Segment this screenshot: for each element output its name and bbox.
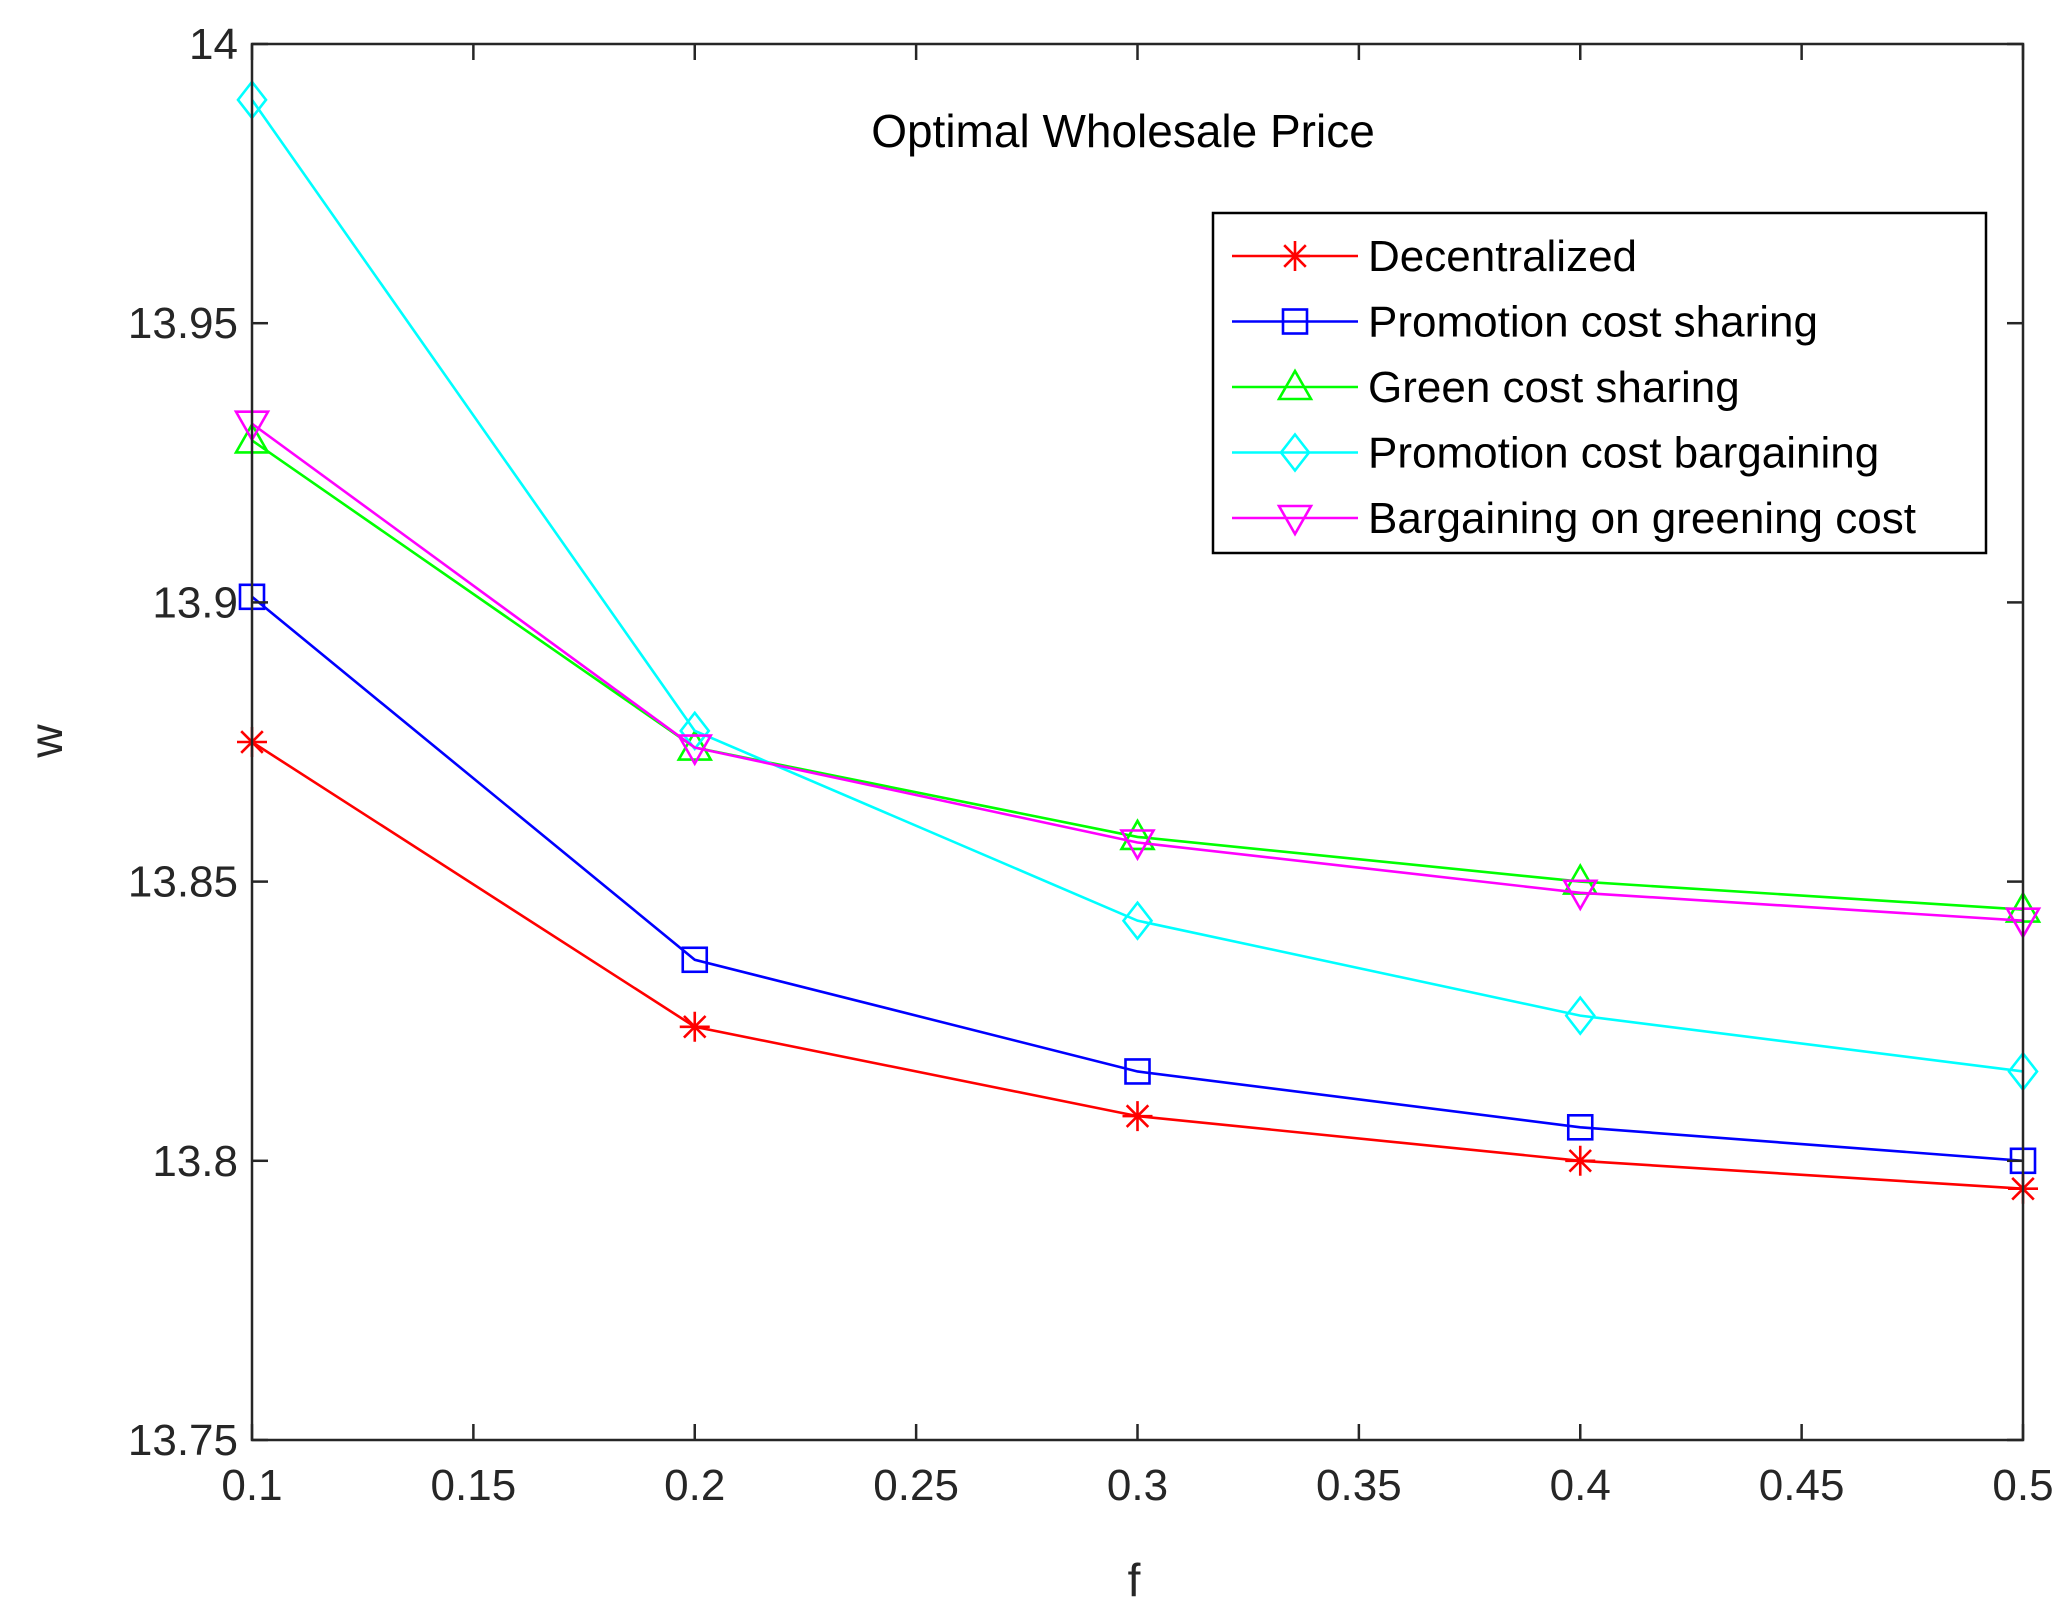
series-line [251,595,2024,1163]
data-point [679,1011,710,1042]
data-point [1122,1101,1153,1132]
series-5 [233,410,2042,940]
y-tick-label: 13.85 [128,858,238,907]
legend-marker [1276,368,1314,401]
legend-label: Promotion cost sharing [1368,298,1818,347]
x-tick-label: 0.2 [664,1461,725,1510]
legend-box [1211,211,1988,555]
data-point [676,728,713,761]
legend-item-1: Decentralized [1232,232,1637,281]
chart-title: Optimal Wholesale Price [871,105,1375,157]
data-point [1121,900,1154,941]
x-tick-label: 0.3 [1107,1461,1168,1510]
series-line [251,439,2024,911]
legend-label: Bargaining on greening cost [1368,494,1916,543]
data-point [1566,1113,1594,1141]
legend-item-3: Green cost sharing [1232,363,1740,412]
legend-label: Green cost sharing [1368,363,1740,412]
x-tick-label: 0.45 [1759,1461,1845,1510]
x-tick-label: 0.15 [431,1461,517,1510]
legend: Decentralized Promotion cost sharing Green… [1211,211,1988,555]
y-tick-label: 13.95 [128,299,238,348]
x-tick-label: 0.5 [1992,1461,2053,1510]
y-tick-label: 13.8 [152,1137,238,1186]
legend-item-5: Bargaining on greening cost [1232,494,1916,543]
series-line [251,422,2024,922]
data-point [1119,818,1156,851]
data-point [681,946,709,974]
data-point [1124,1058,1151,1085]
data-point [1564,995,1596,1036]
x-tick-label: 0.35 [1316,1461,1402,1510]
legend-marker [1280,241,1310,271]
x-axis-label: f [1128,1554,1141,1606]
ticks-layer: 0.1 0.15 0.2 0.25 0.3 0.35 0.4 0.45 0.5 13.75 13.8… [128,20,2054,1510]
y-tick-label: 14 [189,20,238,69]
y-axis-label: w [20,724,72,759]
x-tick-label: 0.25 [873,1461,959,1510]
x-tick-label: 0.4 [1550,1461,1611,1510]
x-tick-label: 0.1 [221,1461,282,1510]
legend-marker [1276,504,1314,537]
legend-item-2: Promotion cost sharing [1232,298,1818,347]
legend-item-4: Promotion cost bargaining [1232,429,1879,478]
y-tick-label: 13.9 [152,578,238,627]
data-point [676,734,713,767]
legend-label: Promotion cost bargaining [1368,429,1879,478]
y-tick-label: 13.75 [128,1416,238,1465]
series-line [250,99,2024,1073]
data-point [1562,879,1599,912]
legend-marker [1281,308,1309,335]
legend-marker [1279,432,1311,473]
legend-entries: Decentralized Promotion cost sharing Green… [1232,232,1916,543]
data-point [1119,829,1156,862]
legend-label: Decentralized [1368,232,1637,281]
data-point [1565,1145,1596,1176]
